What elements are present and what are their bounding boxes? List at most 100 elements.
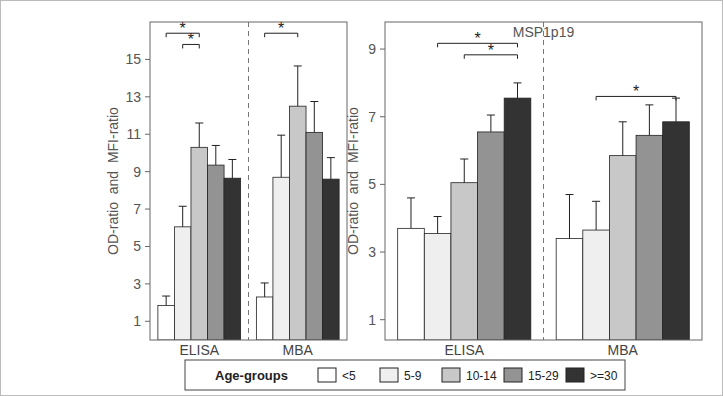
- error-bar: [228, 159, 236, 178]
- legend-label: 5-9: [404, 369, 422, 383]
- y-tick-label: 11: [126, 126, 141, 142]
- y-tick-label: 9: [368, 41, 376, 57]
- x-tick-label: MBA: [283, 342, 314, 358]
- error-bar: [434, 217, 442, 234]
- figure: 13579111315OD-ratio and MFI-ratioELISAMB…: [0, 0, 723, 396]
- y-tick-label: 7: [368, 109, 376, 125]
- legend-label: >=30: [590, 369, 618, 383]
- legend-box: [185, 360, 625, 390]
- error-bar: [212, 145, 220, 165]
- panel: 13579111315OD-ratio and MFI-ratioELISAMB…: [105, 20, 347, 358]
- x-tick-label: MBA: [608, 342, 639, 358]
- error-bar: [460, 159, 468, 183]
- y-tick-label: 5: [368, 176, 376, 192]
- error-bar: [487, 115, 495, 132]
- bar: [273, 177, 290, 340]
- y-tick: [145, 96, 150, 97]
- significance-star: *: [188, 31, 194, 48]
- y-tick: [145, 134, 150, 135]
- legend-title: Age-groups: [215, 368, 288, 383]
- marks: [158, 66, 339, 340]
- y-tick-label: 9: [133, 164, 141, 180]
- significance-star: *: [488, 42, 494, 59]
- x-tick-label: ELISA: [444, 342, 484, 358]
- bar: [663, 122, 690, 340]
- legend-swatch: [566, 368, 584, 382]
- y-tick: [380, 319, 385, 320]
- bar: [224, 178, 241, 340]
- legend-label: 10-14: [466, 369, 497, 383]
- bar: [158, 305, 175, 340]
- error-bar: [407, 198, 415, 228]
- bar: [609, 156, 636, 340]
- category-separator: [248, 22, 249, 340]
- category-separator: [543, 22, 544, 340]
- y-tick-label: 7: [133, 201, 141, 217]
- figure-border: [1, 1, 723, 396]
- bar: [451, 183, 478, 340]
- bar: [306, 132, 323, 340]
- y-tick: [145, 283, 150, 284]
- legend: Age-groups <5 5-9 10-14 15-29 >=30: [185, 360, 625, 390]
- error-bar: [195, 123, 203, 147]
- legend-label: 15-29: [528, 369, 559, 383]
- error-bar: [645, 105, 653, 135]
- significance-star: *: [474, 30, 480, 47]
- significance-star: *: [278, 20, 284, 37]
- marks: [398, 83, 690, 340]
- error-bar: [277, 135, 285, 177]
- error-bar: [179, 206, 187, 227]
- y-tick-label: 1: [368, 312, 376, 328]
- bar: [478, 132, 505, 340]
- y-tick-label: 5: [133, 238, 141, 254]
- y-tick: [145, 171, 150, 172]
- y-axis-label: OD-ratio and MFI-ratio: [105, 107, 121, 255]
- y-tick: [145, 209, 150, 210]
- significance-star: *: [633, 83, 639, 100]
- error-bar: [565, 195, 573, 239]
- bar: [174, 227, 191, 340]
- error-bar: [514, 83, 522, 98]
- y-tick: [145, 246, 150, 247]
- bar: [256, 297, 273, 340]
- panel: 13579OD-ratio and MFI-ratioMSP1p19ELISAM…: [345, 22, 702, 358]
- legend-label: <5: [342, 369, 356, 383]
- y-tick-label: 3: [368, 244, 376, 260]
- bar: [583, 230, 610, 340]
- y-tick: [380, 49, 385, 50]
- error-bar: [261, 283, 269, 297]
- plot-frame: [385, 22, 702, 340]
- y-tick-label: 13: [125, 89, 141, 105]
- y-tick: [145, 59, 150, 60]
- bar: [208, 165, 225, 340]
- legend-swatch: [504, 368, 522, 382]
- y-tick-label: 3: [133, 276, 141, 292]
- error-bar: [327, 158, 335, 180]
- error-bar: [294, 66, 302, 106]
- legend-swatch: [380, 368, 398, 382]
- y-tick: [145, 321, 150, 322]
- y-tick-label: 1: [133, 313, 141, 329]
- bar: [289, 106, 306, 340]
- legend-swatch: [442, 368, 460, 382]
- legend-swatch: [318, 368, 336, 382]
- error-bar: [310, 102, 318, 133]
- bar: [504, 98, 531, 340]
- y-axis-label: OD-ratio and MFI-ratio: [345, 107, 361, 255]
- y-tick: [380, 184, 385, 185]
- y-tick-label: 15: [125, 51, 141, 67]
- y-tick: [380, 116, 385, 117]
- error-bar: [162, 296, 170, 305]
- plot-frame: [150, 22, 347, 340]
- bar: [424, 233, 451, 340]
- x-tick-label: ELISA: [179, 342, 219, 358]
- bar: [398, 228, 425, 340]
- error-bar: [619, 122, 627, 156]
- bar: [323, 179, 340, 340]
- bar: [556, 239, 583, 340]
- y-tick: [380, 252, 385, 253]
- significance-star: *: [180, 20, 186, 37]
- bar: [636, 135, 663, 340]
- error-bar: [592, 201, 600, 230]
- bar: [191, 147, 208, 340]
